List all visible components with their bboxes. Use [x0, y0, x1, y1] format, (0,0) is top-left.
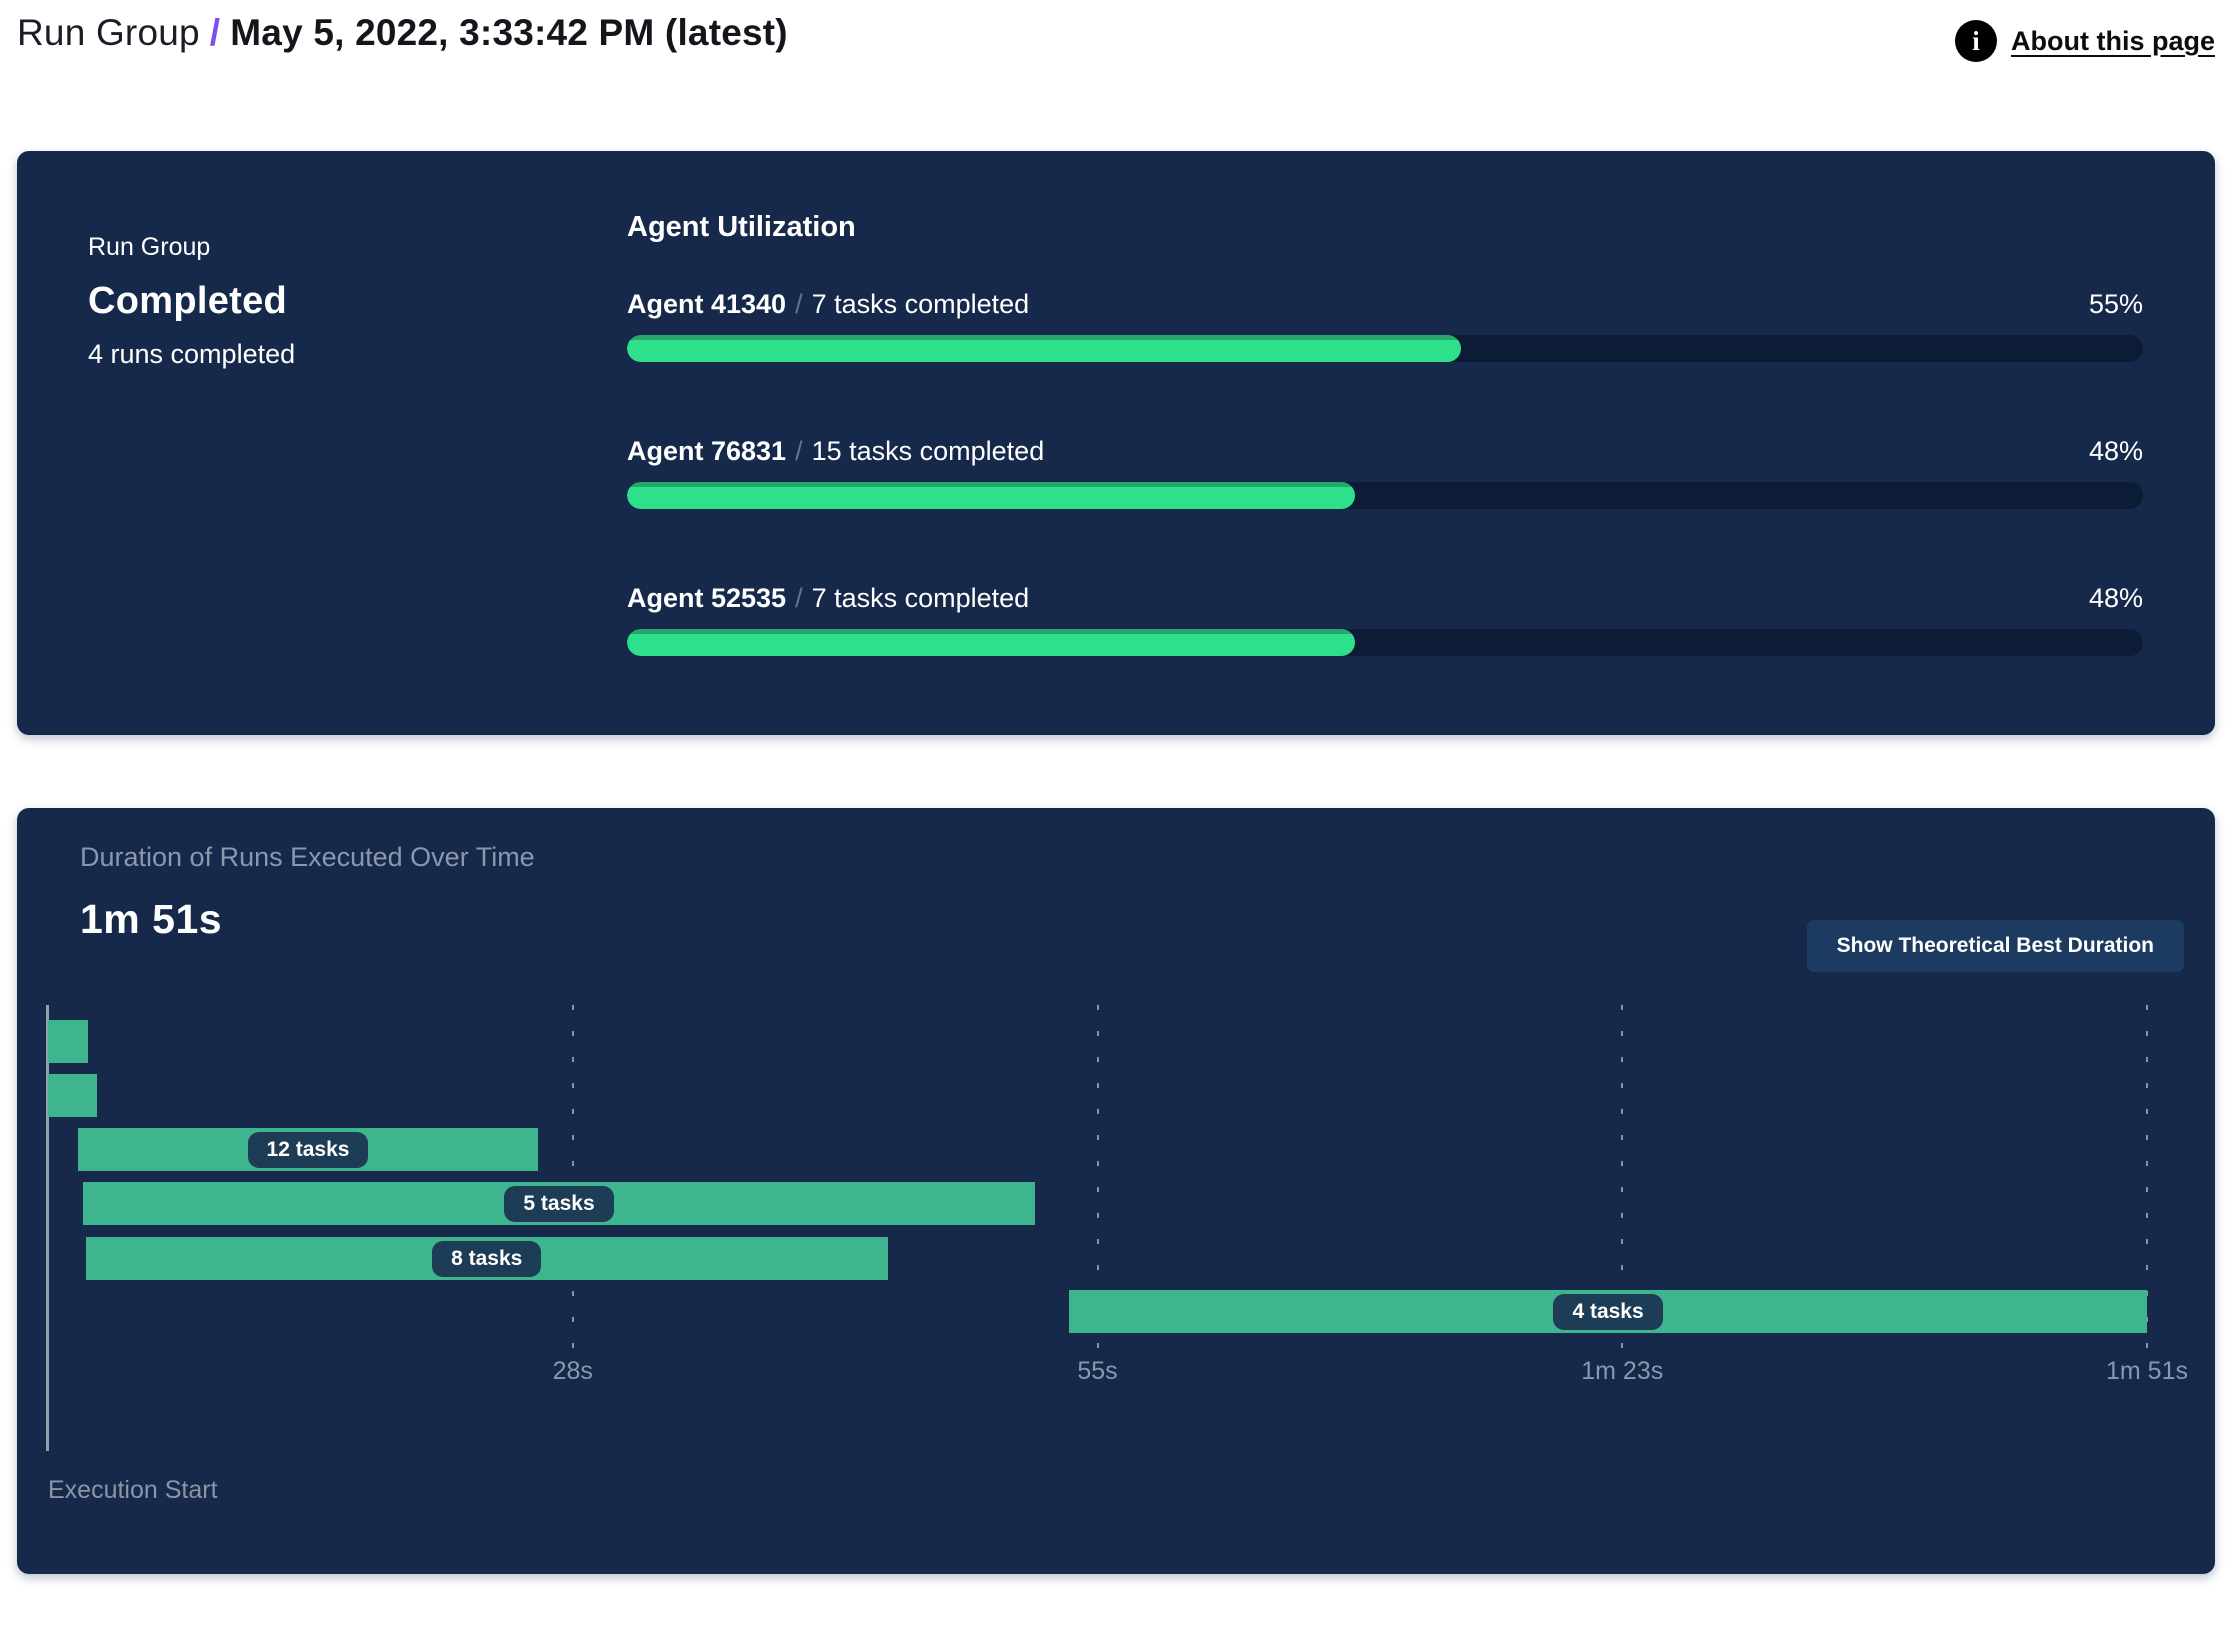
agent-utilization-section: Agent Utilization Agent 41340 / 7 tasks … — [627, 211, 2143, 656]
total-duration-value: 1m 51s — [80, 896, 223, 942]
task-count-pill: 4 tasks — [1553, 1293, 1663, 1330]
run-duration-bar[interactable] — [48, 1020, 88, 1063]
agent-name: Agent 52535 — [627, 583, 787, 613]
run-group-summary: Run Group Completed 4 runs completed — [88, 233, 295, 370]
task-count-pill: 12 tasks — [247, 1131, 369, 1168]
runs-completed-count: 4 runs completed — [88, 339, 296, 369]
run-duration-bar[interactable]: 8 tasks — [85, 1237, 888, 1280]
about-this-page-link[interactable]: i About this page — [1955, 20, 2215, 62]
agent-name: Agent 76831 — [627, 436, 787, 466]
agent-name: Agent 41340 — [627, 289, 787, 319]
agent-tasks-completed: 7 tasks completed — [811, 583, 1030, 613]
run-group-status-panel: Run Group Completed 4 runs completed Age… — [17, 151, 2215, 735]
agent-utilization-row: Agent 52535 / 7 tasks completed 48% — [627, 583, 2143, 656]
run-duration-bar[interactable]: 12 tasks — [78, 1128, 538, 1171]
agent-utilization-percent: 48% — [2088, 436, 2143, 466]
execution-start-axis-line — [46, 1005, 49, 1451]
agent-tasks-completed: 15 tasks completed — [811, 436, 1045, 466]
task-count-pill: 5 tasks — [504, 1185, 614, 1222]
agent-separator: / — [795, 436, 803, 466]
execution-start-label: Execution Start — [48, 1476, 218, 1504]
run-duration-bar[interactable] — [48, 1074, 98, 1117]
show-theoretical-best-duration-button[interactable]: Show Theoretical Best Duration — [1806, 920, 2184, 972]
gridline-1m23s — [1621, 1005, 1624, 1348]
run-duration-bar[interactable]: 5 tasks — [82, 1182, 1036, 1225]
run-group-label: Run Group — [88, 233, 211, 261]
run-duration-bar[interactable]: 4 tasks — [1069, 1290, 2147, 1333]
agent-utilization-row: Agent 76831 / 15 tasks completed 48% — [627, 436, 2143, 509]
info-icon: i — [1955, 20, 1997, 62]
duration-chart-panel: Duration of Runs Executed Over Time 1m 5… — [17, 808, 2215, 1574]
agent-separator: / — [795, 583, 803, 613]
agent-utilization-percent: 48% — [2088, 583, 2143, 613]
agent-tasks-completed: 7 tasks completed — [811, 289, 1030, 319]
agent-utilization-row: Agent 41340 / 7 tasks completed 55% — [627, 289, 2143, 362]
axis-tick-label: 28s — [552, 1357, 593, 1385]
gridline-55s — [1096, 1005, 1099, 1348]
duration-chart-title: Duration of Runs Executed Over Time — [80, 842, 535, 872]
gridline-28s — [571, 1005, 574, 1348]
axis-tick-label: 1m 51s — [2106, 1357, 2188, 1385]
breadcrumb-separator: / — [209, 12, 221, 53]
task-count-pill: 8 tasks — [432, 1240, 542, 1277]
breadcrumb-run-group[interactable]: Run Group — [17, 12, 200, 53]
axis-tick-label: 55s — [1077, 1357, 1118, 1385]
agent-utilization-percent: 55% — [2088, 289, 2143, 319]
agent-utilization-title: Agent Utilization — [627, 211, 856, 243]
agent-separator: / — [795, 289, 803, 319]
utilization-progressbar-track — [627, 335, 2143, 362]
page-title: May 5, 2022, 3:33:42 PM (latest) — [230, 12, 788, 53]
about-link-label: About this page — [2011, 25, 2215, 56]
breadcrumb: Run Group / May 5, 2022, 3:33:42 PM (lates… — [17, 12, 788, 54]
utilization-progressbar-fill — [627, 629, 1355, 656]
page-header: Run Group / May 5, 2022, 3:33:42 PM (lates… — [17, 8, 2223, 78]
utilization-progressbar-track — [627, 482, 2143, 509]
axis-tick-label: 1m 23s — [1581, 1357, 1664, 1385]
utilization-progressbar-fill — [627, 482, 1355, 509]
gridline-1m51s — [2146, 1005, 2148, 1348]
status-badge: Completed — [88, 280, 288, 322]
gantt-chart: 12 tasks 5 tasks 8 tasks 4 tasks 28s 55s… — [46, 1005, 2188, 1451]
utilization-progressbar-track — [627, 629, 2143, 656]
utilization-progressbar-fill — [627, 335, 1461, 362]
